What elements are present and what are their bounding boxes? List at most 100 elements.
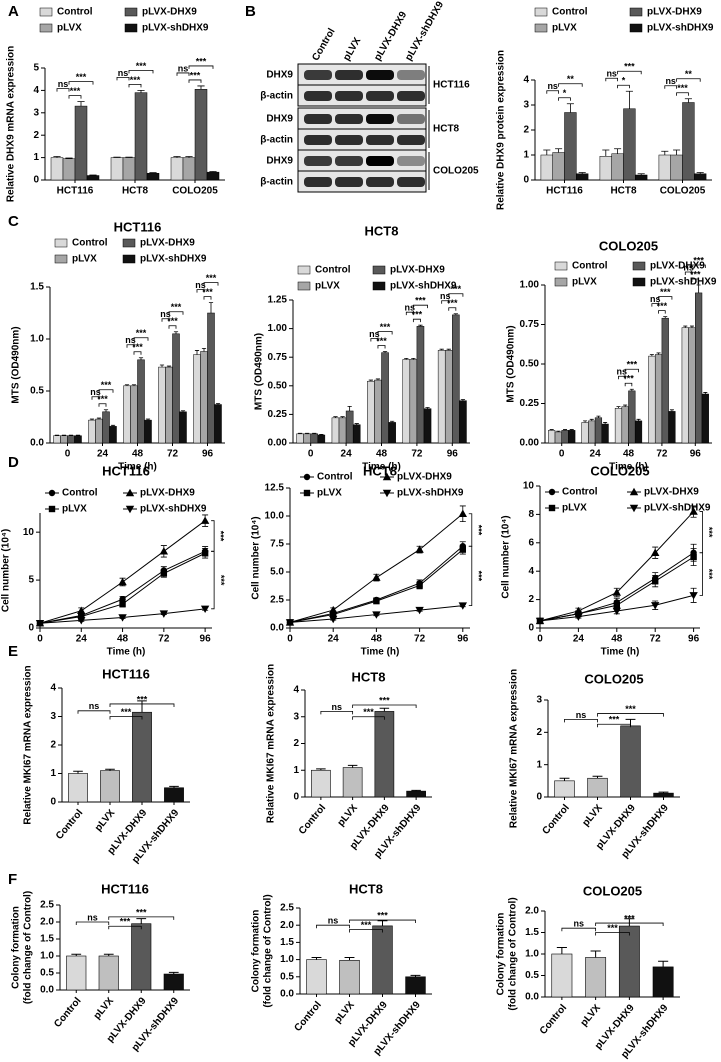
- bar: [564, 112, 577, 181]
- sig-bracket: [133, 351, 142, 355]
- chart-title: HCT116: [102, 463, 150, 478]
- bar: [614, 407, 623, 444]
- marker: [118, 577, 127, 586]
- y-tick-label: 1.0: [40, 951, 54, 962]
- sig-bracket: [691, 264, 706, 268]
- error-bar: [124, 384, 130, 386]
- error-bar: [89, 418, 95, 421]
- sig-label: ***: [136, 907, 147, 917]
- marker: [415, 606, 424, 615]
- marker: [372, 611, 381, 619]
- error-bar: [347, 405, 352, 411]
- legend-label: Control: [552, 7, 588, 18]
- bar: [66, 955, 87, 991]
- sig-bracket: [68, 81, 94, 85]
- error-bar: [382, 351, 388, 353]
- marker: [78, 613, 85, 620]
- sig-bracket: [691, 278, 700, 282]
- marker: [373, 597, 380, 605]
- y-tick-label: 7.5: [270, 539, 284, 550]
- sig-bracket: [546, 90, 559, 94]
- sig-label: ns: [118, 68, 129, 78]
- sig-bracket: [558, 97, 571, 101]
- error-bar: [110, 424, 116, 427]
- legend-swatch: [124, 23, 138, 33]
- bar: [306, 959, 327, 995]
- bar: [367, 380, 375, 444]
- x-tick-label: 96: [457, 634, 469, 645]
- lane-label: pLVX-shDHX9: [403, 0, 446, 63]
- legend-swatch: [297, 281, 311, 291]
- bar: [599, 156, 612, 181]
- marker: [689, 507, 698, 515]
- bar: [682, 102, 695, 181]
- sig-bracket: [377, 331, 393, 335]
- legend-swatch: [554, 277, 568, 287]
- y-tick-label: 3: [293, 711, 299, 722]
- y-tick-label: 0.00: [520, 438, 540, 449]
- y-axis-label: Relative MKI67 mRNA expression: [266, 664, 277, 823]
- y-tick-label: 0: [293, 792, 299, 803]
- x-tick-label: 24: [573, 634, 585, 645]
- bar: [581, 422, 589, 444]
- legend-label: pLVX: [315, 281, 340, 292]
- y-tick-label: 8: [528, 509, 534, 520]
- error-bar: [377, 920, 388, 926]
- sig-bracket: [624, 368, 639, 373]
- y-tick-label: 0: [50, 797, 56, 808]
- chart-title: HCT116: [101, 881, 149, 896]
- error-bar: [149, 172, 157, 174]
- legend-swatch: [554, 261, 568, 271]
- bar: [681, 327, 689, 444]
- legend-label: pLVX-shDHX9: [140, 254, 207, 265]
- sig-label: ***: [206, 273, 217, 283]
- sig-bracket: [595, 922, 664, 927]
- sig-bracket: [699, 511, 703, 554]
- y-tick-label: 0.75: [268, 352, 288, 363]
- chart-title: COLO205: [590, 463, 649, 478]
- chart-title: COLO205: [583, 883, 642, 898]
- bar: [568, 430, 576, 444]
- bar: [137, 359, 145, 444]
- y-tick-label: 6: [528, 537, 534, 548]
- bar: [551, 953, 573, 998]
- error-bar: [590, 950, 601, 958]
- blot-band: [397, 177, 425, 187]
- y-tick-label: 0.25: [520, 398, 540, 409]
- sig-label: ***: [451, 284, 462, 294]
- bar: [701, 393, 709, 444]
- y-tick-label: 3: [33, 107, 39, 118]
- sig-label: ns: [606, 69, 617, 79]
- error-bar: [602, 149, 610, 157]
- marker: [200, 516, 210, 524]
- bar: [623, 108, 636, 181]
- bar: [206, 171, 220, 181]
- bar: [588, 420, 596, 444]
- bar: [406, 790, 426, 798]
- bar: [88, 419, 96, 444]
- x-axis-label: Time (h): [118, 462, 157, 473]
- sig-bracket: [188, 65, 214, 69]
- sig-label: ***: [361, 920, 372, 930]
- legend-label: pLVX: [572, 277, 597, 288]
- x-tick-label: 0: [308, 449, 314, 460]
- y-tick-label: 1: [50, 768, 56, 779]
- sig-bracket: [448, 293, 464, 297]
- sig-label: ns: [405, 303, 416, 313]
- y-tick-label: 4: [33, 85, 39, 96]
- legend-label: Control: [317, 472, 353, 483]
- y-tick-label: 0.75: [520, 319, 540, 330]
- error-bar: [439, 348, 444, 351]
- sig-label: ns: [87, 912, 98, 922]
- error-bar: [180, 410, 186, 412]
- error-bar: [658, 791, 669, 794]
- error-bar: [347, 764, 358, 768]
- x-tick-label: pLVX: [579, 1002, 604, 1028]
- marker: [77, 606, 86, 614]
- legend-label: pLVX-DHX9: [390, 265, 445, 276]
- sig-label: ***: [136, 328, 147, 338]
- bar: [194, 89, 208, 181]
- panel-label: E: [8, 643, 18, 660]
- x-axis-label: Time (h): [609, 462, 648, 473]
